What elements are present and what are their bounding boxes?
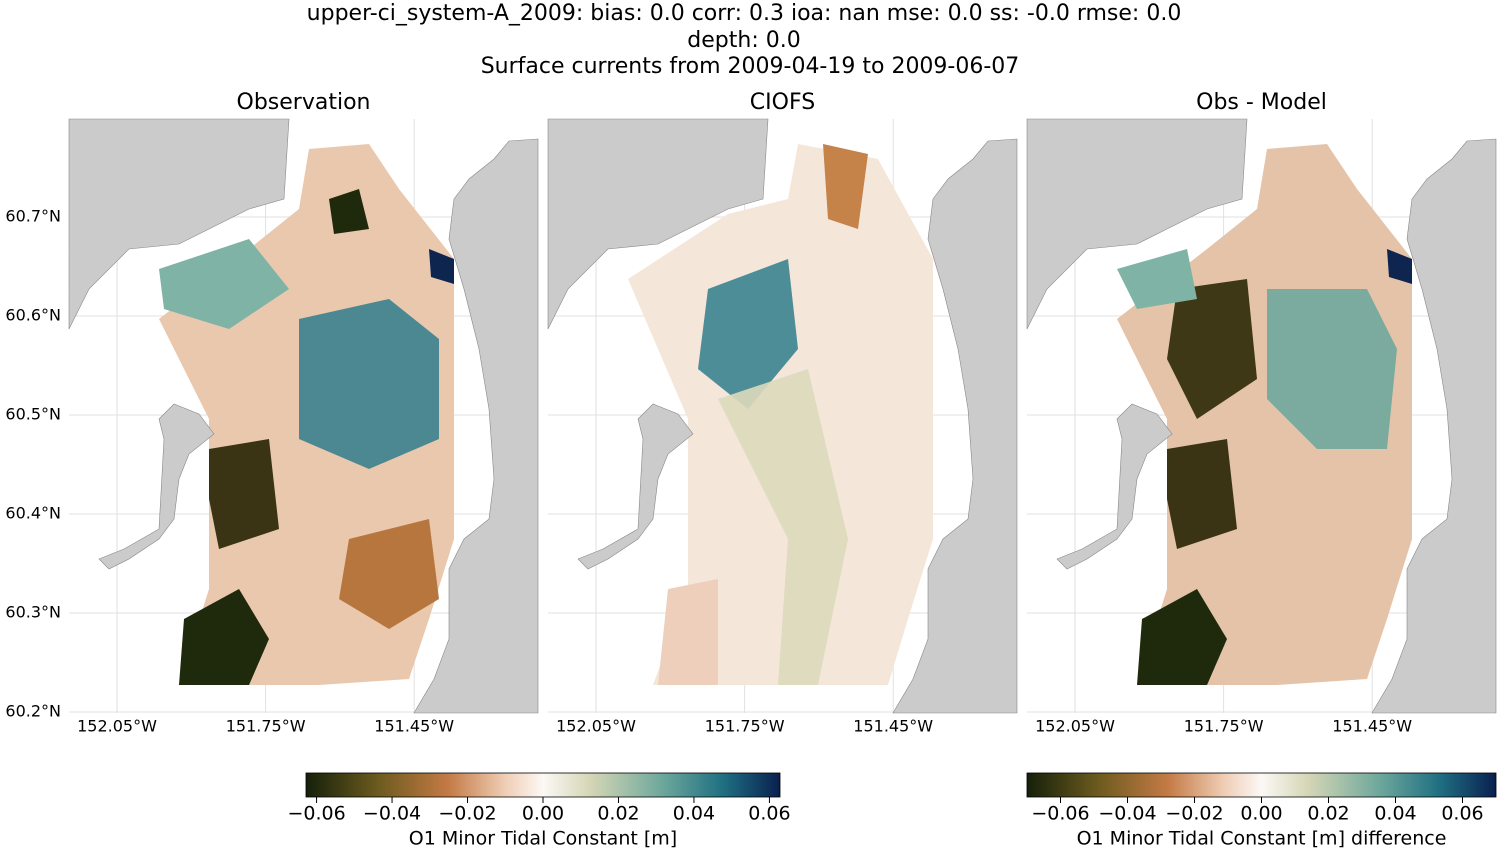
x-tick-label: 151.75°W [1184,717,1264,736]
map-panel [547,118,1018,714]
y-tick-label: 60.4°N [5,504,61,523]
map-panel [1026,118,1497,714]
colorbar-tick-label: −0.02 [1165,803,1223,825]
panel-title: Obs - Model [1196,90,1327,115]
colorbar-tick-label: 0.00 [1240,803,1282,825]
title: upper-ci_system-A_2009: bias: 0.0 corr: … [307,1,1182,26]
panel-title: CIOFS [750,90,815,115]
x-tick-label: 151.45°W [1332,717,1412,736]
colorbar [1026,772,1497,798]
title: depth: 0.0 [687,28,800,53]
colorbar-tick-label: 0.04 [1374,803,1416,825]
map-panel [68,118,539,714]
colorbar-label: O1 Minor Tidal Constant [m] difference [1077,828,1447,850]
x-tick-label: 151.75°W [226,717,306,736]
y-tick-label: 60.3°N [5,603,61,622]
x-tick-label: 152.05°W [77,717,157,736]
x-tick-label: 151.75°W [705,717,785,736]
colorbar-tick-label: −0.02 [438,803,496,825]
colorbar-tick-label: −0.06 [287,803,345,825]
x-tick-label: 152.05°W [1035,717,1115,736]
title: Surface currents from 2009-04-19 to 2009… [481,54,1020,79]
colorbar-tick-label: 0.04 [673,803,715,825]
x-tick-label: 151.45°W [853,717,933,736]
y-tick-label: 60.6°N [5,306,61,325]
colorbar [305,772,781,798]
colorbar-tick-label: 0.00 [522,803,564,825]
colorbar-tick-label: −0.06 [1031,803,1089,825]
colorbar-tick-label: −0.04 [1098,803,1156,825]
colorbar-tick-label: 0.06 [1441,803,1483,825]
y-tick-label: 60.7°N [5,207,61,226]
colorbar-tick-label: 0.02 [1307,803,1349,825]
colorbar-tick-label: −0.04 [363,803,421,825]
y-tick-label: 60.2°N [5,702,61,721]
x-tick-label: 151.45°W [374,717,454,736]
colorbar-tick-label: 0.02 [597,803,639,825]
x-tick-label: 152.05°W [556,717,636,736]
y-tick-label: 60.5°N [5,405,61,424]
colorbar-label: O1 Minor Tidal Constant [m] [409,828,677,850]
panel-title: Observation [237,90,371,115]
colorbar-tick-label: 0.06 [748,803,790,825]
